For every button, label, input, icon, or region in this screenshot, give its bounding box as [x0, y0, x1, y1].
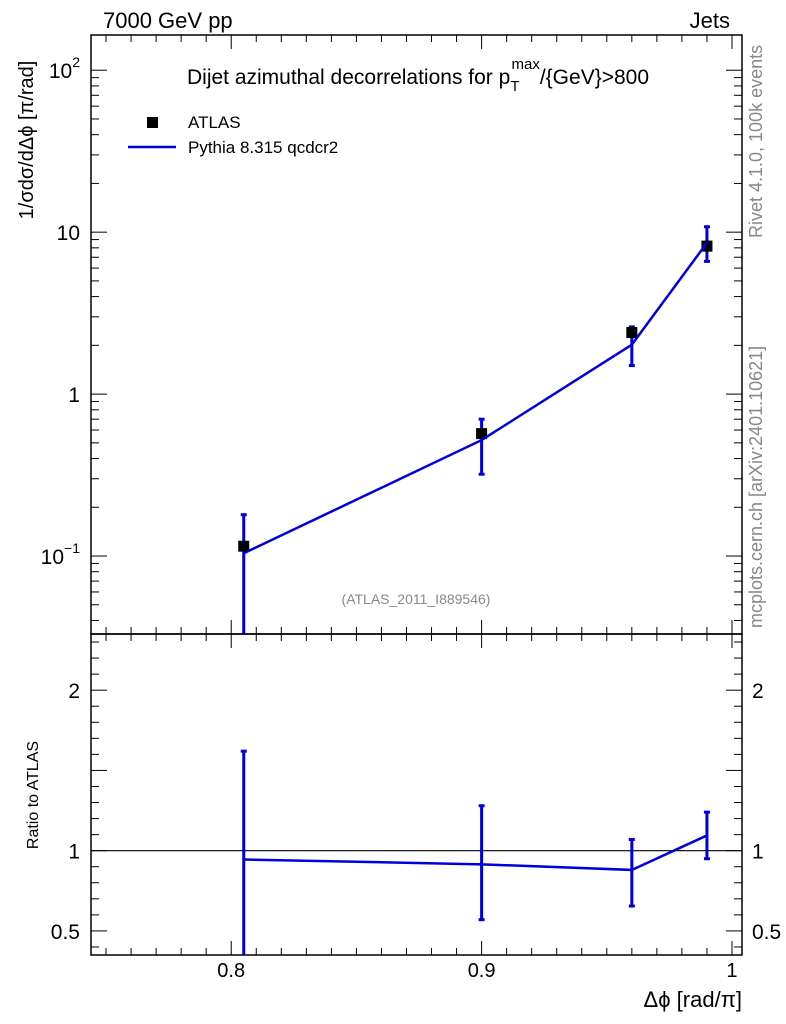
x-tick-label: 0.8	[217, 960, 245, 982]
atlas-data-point	[701, 240, 713, 252]
ratio-y-tick-label-left: 0.5	[51, 921, 80, 944]
legend-pythia-label: Pythia 8.315 qcdcr2	[188, 138, 338, 157]
legend: ATLAS Pythia 8.315 qcdcr2	[128, 113, 338, 157]
ratio-panel: 0.8 0.9 1 0.5 0.5 1 1 2 2 Ratio to ATLAS Δϕ [rad…	[25, 633, 781, 1012]
main-x-ticks	[105, 35, 733, 634]
y-tick-label: 1	[68, 384, 80, 407]
mc-prediction-line	[243, 242, 708, 555]
ratio-tick-labels: 0.8 0.9 1 0.5 0.5 1 1 2 2	[51, 680, 781, 982]
y-tick-label: 10	[57, 222, 80, 245]
ratio-y-tick-label-right: 1	[752, 841, 764, 864]
main-y-ticks	[91, 69, 742, 621]
y-tick-base: 10	[49, 60, 72, 83]
chart-title-sup: max	[511, 56, 540, 73]
legend-atlas-label: ATLAS	[188, 113, 241, 132]
ratio-y-tick-label-right: 2	[752, 680, 764, 703]
ratio-y-tick-label-right: 0.5	[752, 921, 781, 944]
ratio-y-axis-label: Ratio to ATLAS	[25, 741, 42, 849]
y-tick-label: 102	[49, 54, 80, 83]
atlas-data-point	[238, 540, 250, 552]
ratio-frame	[90, 633, 743, 956]
header-right-label: Jets	[690, 8, 730, 33]
ratio-line	[243, 834, 708, 872]
main-y-axis-label: 1/σdσ/dΔϕ [π/rad]	[16, 61, 38, 220]
y-tick-base: 1	[68, 384, 80, 407]
y-tick-exponent: −1	[64, 540, 80, 556]
ratio-y-tick-label-left: 1	[68, 841, 80, 864]
legend-atlas-marker	[147, 117, 158, 128]
chart-title-main: Dijet azimuthal decorrelations for p	[187, 66, 510, 89]
main-series	[238, 225, 713, 634]
y-tick-base: 10	[57, 222, 80, 245]
mcplots-label: mcplots.cern.ch [arXiv:2401.10621]	[746, 346, 766, 628]
ratio-series	[91, 749, 742, 955]
atlas-data-point	[626, 327, 638, 339]
atlas-data-point	[476, 428, 488, 440]
ratio-y-ticks	[91, 641, 742, 948]
chart-title-tail: /{GeV}>800	[540, 66, 649, 89]
ratio-y-tick-label-left: 2	[68, 680, 80, 703]
header-left-label: 7000 GeV pp	[103, 8, 233, 33]
ratio-x-ticks	[105, 634, 733, 955]
analysis-watermark: (ATLAS_2011_I889546)	[342, 591, 491, 607]
x-axis-label: Δϕ [rad/π]	[644, 987, 742, 1012]
y-tick-label: 10−1	[41, 540, 81, 569]
y-tick-base: 10	[41, 546, 64, 569]
chart-title: Dijet azimuthal decorrelations for pTmax…	[187, 56, 649, 95]
y-tick-exponent: 2	[72, 54, 80, 70]
x-tick-label: 0.9	[468, 960, 496, 982]
rivet-version-label: Rivet 4.1.0, 100k events	[746, 45, 766, 238]
x-tick-label: 1	[726, 960, 737, 982]
chart-title-sub: T	[510, 78, 519, 95]
